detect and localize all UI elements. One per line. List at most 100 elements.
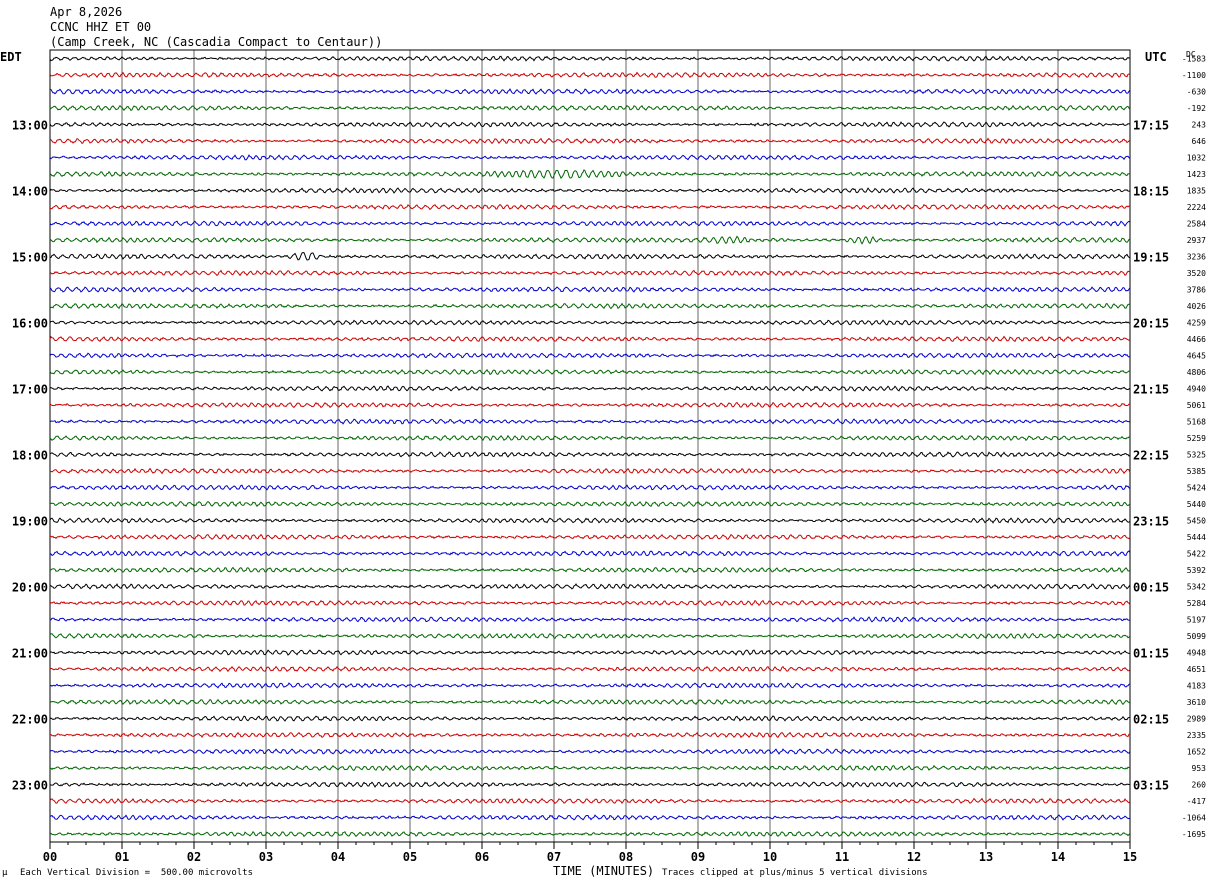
seismic-trace (49, 748, 1131, 755)
dc-offset-label: 4466 (1187, 335, 1206, 344)
utc-hour-label: 01:15 (1133, 647, 1169, 661)
dc-offset-label: -1064 (1182, 814, 1206, 823)
seismic-trace (49, 252, 1131, 261)
dc-offset-label: 5099 (1187, 632, 1206, 641)
utc-hour-label: 17:15 (1133, 119, 1169, 133)
seismic-trace (49, 451, 1131, 458)
dc-offset-label: 3610 (1187, 698, 1206, 707)
x-tick-label: 00 (43, 850, 57, 864)
station-location: (Camp Creek, NC (Cascadia Compact to Cen… (50, 35, 383, 49)
dc-offset-label: 646 (1192, 137, 1207, 146)
x-tick-label: 05 (403, 850, 417, 864)
utc-hour-label: 22:15 (1133, 449, 1169, 463)
seismic-trace (49, 154, 1131, 161)
dc-offset-label: 3786 (1187, 286, 1206, 295)
dc-offset-label: 5259 (1187, 434, 1206, 443)
dc-offset-label: -417 (1187, 797, 1206, 806)
x-tick-label: 15 (1123, 850, 1137, 864)
edt-hour-label: 14:00 (12, 185, 48, 199)
utc-hour-label: 21:15 (1133, 383, 1169, 397)
dc-offset-label: 4645 (1187, 352, 1206, 361)
seismic-trace (49, 566, 1131, 574)
edt-hour-label: 15:00 (12, 251, 48, 265)
seismic-trace (49, 302, 1131, 310)
edt-hour-label: 21:00 (12, 647, 48, 661)
x-tick-label: 10 (763, 850, 777, 864)
seismic-trace (49, 434, 1131, 442)
dc-offset-label: 4259 (1187, 319, 1206, 328)
seismic-trace (49, 632, 1131, 640)
dc-offset-label: 3520 (1187, 269, 1206, 278)
plot-date: Apr 8,2026 (50, 5, 123, 19)
seismic-trace (49, 137, 1131, 145)
edt-hour-label: 13:00 (12, 119, 48, 133)
edt-hour-label: 16:00 (12, 317, 48, 331)
seismic-trace (49, 616, 1131, 623)
x-tick-label: 08 (619, 850, 633, 864)
edt-hour-label: 17:00 (12, 383, 48, 397)
edt-hour-label: 20:00 (12, 581, 48, 595)
dc-offset-label: 5197 (1187, 616, 1206, 625)
dc-offset-label: 1652 (1187, 748, 1206, 757)
dc-offset-label: -1100 (1182, 71, 1206, 80)
x-tick-label: 04 (331, 850, 345, 864)
seismic-trace (49, 814, 1131, 821)
dc-offset-label: 953 (1192, 764, 1207, 773)
utc-hour-label: 00:15 (1133, 581, 1169, 595)
edt-hour-label: 18:00 (12, 449, 48, 463)
dc-offset-label: 2989 (1187, 715, 1206, 724)
dc-offset-label: 1835 (1187, 187, 1206, 196)
seismic-trace (49, 698, 1131, 706)
seismic-trace (49, 71, 1131, 79)
edt-hour-label: 23:00 (12, 779, 48, 793)
seismic-trace (49, 649, 1131, 656)
seismic-trace (49, 682, 1131, 689)
seismic-trace (49, 533, 1131, 541)
seismic-trace (49, 385, 1131, 392)
utc-hour-label: 18:15 (1133, 185, 1169, 199)
scale-note: Each Vertical Division = 500.00 microvol… (20, 868, 253, 878)
seismic-trace (49, 517, 1131, 524)
x-tick-label: 06 (475, 850, 489, 864)
x-tick-label: 11 (835, 850, 849, 864)
seismic-trace (49, 715, 1131, 722)
dc-offset-label: 243 (1192, 121, 1207, 130)
dc-offset-label: 5450 (1187, 517, 1206, 526)
seismic-trace (49, 665, 1131, 673)
seismic-trace (49, 500, 1131, 508)
plot-grid (49, 49, 1131, 849)
seismic-trace (49, 764, 1131, 772)
dc-offset-label: -192 (1187, 104, 1206, 113)
x-axis-title: TIME (MINUTES) (553, 864, 655, 878)
seismic-trace (49, 187, 1131, 194)
dc-offset-label: 4940 (1187, 385, 1206, 394)
corner-mark: μ (2, 868, 8, 878)
dc-offset-label: 5392 (1187, 566, 1206, 575)
utc-hour-label: 19:15 (1133, 251, 1169, 265)
dc-offset-label: 5444 (1187, 533, 1206, 542)
utc-hour-label: 03:15 (1133, 779, 1169, 793)
x-tick-label: 02 (187, 850, 201, 864)
x-tick-label: 13 (979, 850, 993, 864)
seismic-trace (49, 220, 1131, 227)
utc-hour-label: 02:15 (1133, 713, 1169, 727)
dc-offset-label: 5385 (1187, 467, 1206, 476)
seismic-trace (49, 550, 1131, 557)
dc-offset-label: -630 (1187, 88, 1206, 97)
edt-hour-label: 19:00 (12, 515, 48, 529)
dc-offset-label: 4026 (1187, 302, 1206, 311)
seismic-trace (49, 781, 1131, 788)
seismic-trace (49, 352, 1131, 359)
dc-offset-label: 1423 (1187, 170, 1206, 179)
dc-offset-label: 1032 (1187, 154, 1206, 163)
dc-offset-label: 4651 (1187, 665, 1206, 674)
x-tick-label: 07 (547, 850, 561, 864)
dc-offset-label: 5284 (1187, 599, 1206, 608)
seismic-trace (49, 797, 1131, 805)
seismic-trace (49, 401, 1131, 409)
left-timezone-label: EDT (0, 50, 22, 64)
dc-offset-label: 4806 (1187, 368, 1206, 377)
dc-offset-label: 3236 (1187, 253, 1206, 262)
seismic-trace (49, 235, 1131, 245)
